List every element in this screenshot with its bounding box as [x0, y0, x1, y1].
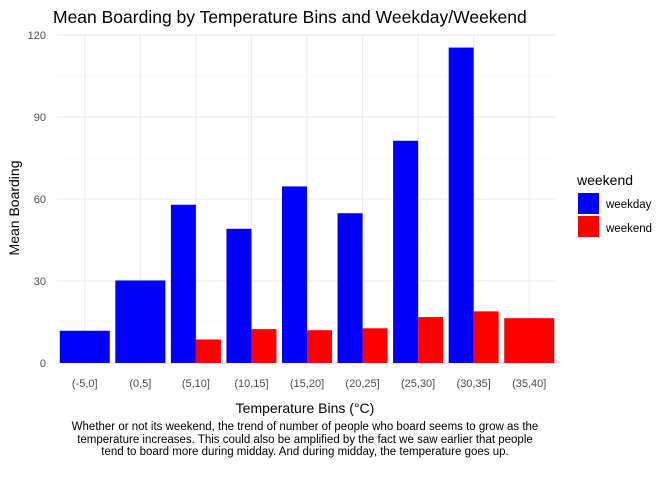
x-tick-label: (-5,0] [72, 378, 98, 390]
x-axis-title: Temperature Bins (°C) [236, 400, 375, 416]
y-tick-label: 30 [34, 276, 46, 288]
legend-swatch-weekday [578, 193, 599, 214]
x-tick-label: (5,10] [182, 378, 210, 390]
bars [59, 47, 555, 363]
chart-caption: Whether or not its weekend, the trend of… [71, 421, 539, 459]
x-tick-label: (35,40] [512, 378, 546, 390]
x-tick-label: (0,5] [129, 378, 151, 390]
bar-weekend [251, 329, 277, 363]
bar-weekday [282, 186, 307, 363]
bar-weekend [473, 311, 499, 363]
y-tick-label: 0 [40, 358, 46, 370]
legend-label-weekend: weekend [605, 223, 652, 235]
legend-label-weekday: weekday [605, 199, 652, 211]
x-tick-label: (30,35] [457, 378, 491, 390]
bar-weekend [195, 339, 221, 363]
bar-weekday [226, 228, 252, 363]
bar-weekend [504, 318, 555, 363]
bar-weekday [448, 47, 474, 363]
x-tick-label: (10,15] [234, 378, 268, 390]
bar-weekday [59, 330, 110, 363]
x-tick-label: (25,30] [401, 378, 435, 390]
bar-weekend [362, 328, 388, 363]
legend-title: weekend [576, 172, 633, 188]
bar-weekday [170, 204, 196, 363]
bar-weekend [307, 330, 332, 363]
bar-weekday [337, 213, 363, 363]
y-tick-label: 60 [34, 194, 46, 206]
y-tick-label: 120 [28, 30, 46, 42]
bar-weekend [418, 317, 444, 363]
chart-title: Mean Boarding by Temperature Bins and We… [53, 7, 527, 27]
x-axis-ticks: (-5,0] (0,5] (5,10] (10,15] (15,20] (20,25] (2… [72, 378, 546, 390]
y-axis-ticks: 0 30 60 90 120 [28, 30, 46, 370]
y-tick-label: 90 [34, 112, 46, 124]
x-tick-label: (15,20] [290, 378, 324, 390]
legend-swatch-weekend [578, 216, 599, 237]
y-axis-title: Mean Boarding [6, 161, 22, 256]
legend: weekend weekday weekend [576, 172, 652, 237]
bar-weekday [393, 140, 419, 363]
x-tick-label: (20,25] [345, 378, 379, 390]
bar-weekday [115, 280, 166, 363]
